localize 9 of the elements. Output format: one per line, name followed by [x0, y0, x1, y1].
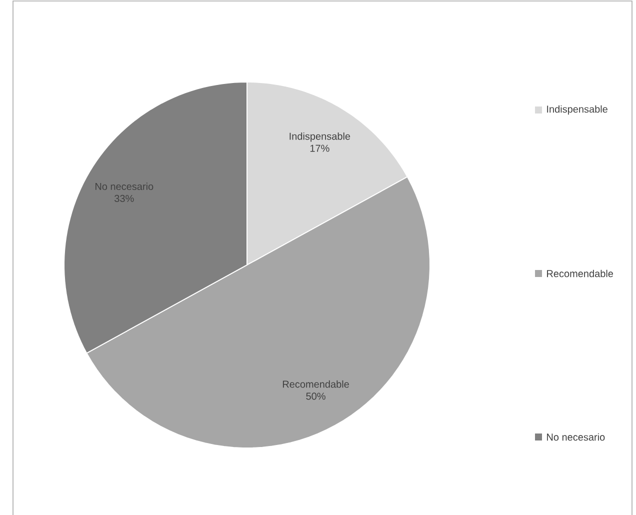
slice-label: Indispensable	[290, 132, 350, 142]
data-label: 33%	[114, 194, 134, 202]
legend-label: Recomendable	[547, 270, 614, 277]
slice-label: Recomendable	[282, 380, 349, 388]
slice-label: No necesario	[95, 182, 154, 190]
data-label: 50%	[306, 392, 326, 400]
legend-label: No necesario	[547, 433, 605, 440]
data-label: 17%	[310, 144, 330, 152]
legend-label: Indispensable	[547, 105, 608, 114]
